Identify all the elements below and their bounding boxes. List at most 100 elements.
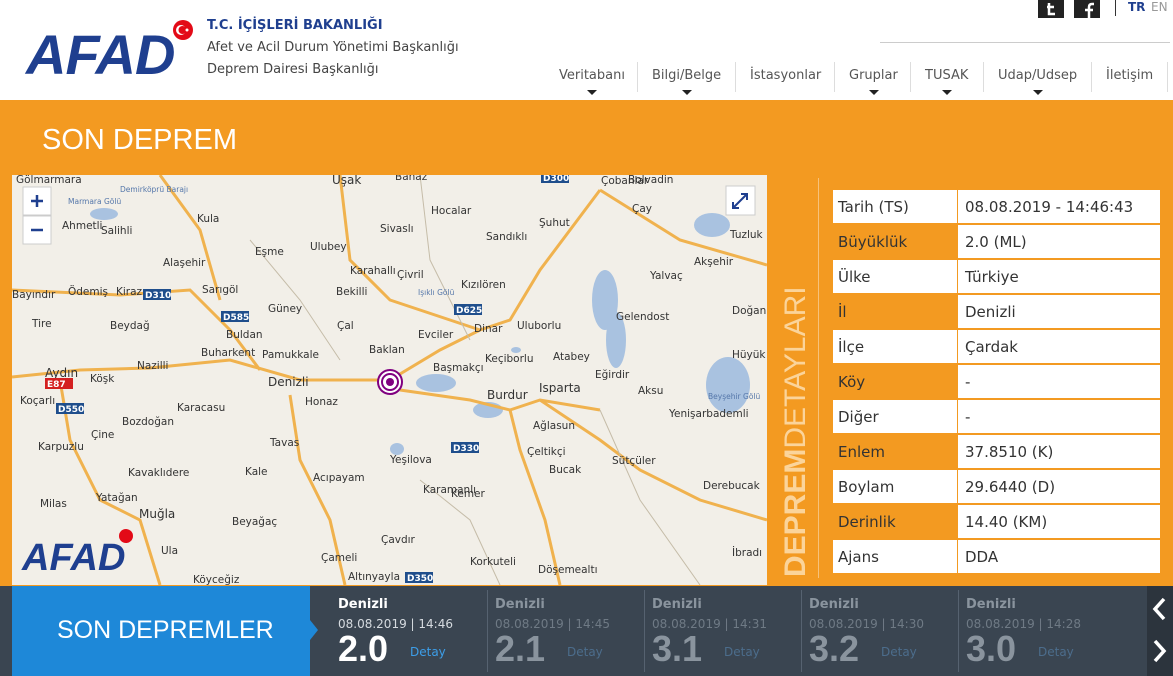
card-place[interactable]: Denizli <box>338 597 388 612</box>
map-label: Muğla <box>139 507 175 521</box>
detail-value: 37.8510 (K) <box>965 443 1053 461</box>
card-separator <box>801 590 802 672</box>
detail-value: - <box>965 373 970 391</box>
map-label: Ula <box>161 545 178 557</box>
detail-value: 2.0 (ML) <box>965 233 1027 251</box>
map-label: Tavas <box>269 437 299 449</box>
agency: Afet ve Acil Durum Yönetimi Başkanlığı <box>207 40 459 55</box>
map-label: Ulubey <box>310 241 347 253</box>
map-label: Evciler <box>418 329 454 341</box>
card-place[interactable]: Denizli <box>652 597 702 612</box>
detail-value: Türkiye <box>965 268 1019 286</box>
map-label: D625 <box>456 306 482 316</box>
lang-en[interactable]: EN <box>1151 0 1168 14</box>
card-place[interactable]: Denizli <box>495 597 545 612</box>
card-magnitude: 3.0 <box>966 628 1016 670</box>
map-label: Çal <box>337 320 354 332</box>
detail-label: İl <box>838 303 847 321</box>
map-label: Hocalar <box>431 205 472 217</box>
recent-title: SON DEPREMLER <box>57 616 274 645</box>
nav-item[interactable]: Veritabanı <box>559 68 625 83</box>
detail-label: Derinlik <box>838 513 896 531</box>
nav-item[interactable]: İletişim <box>1106 68 1153 83</box>
nav-arrow <box>942 90 952 95</box>
card-link[interactable]: Detay <box>567 645 603 659</box>
map-label: Bayındır <box>12 289 56 301</box>
lang-tr[interactable]: TR <box>1128 0 1145 14</box>
nav-arrow <box>587 90 597 95</box>
card-separator <box>487 590 488 672</box>
social-icons <box>1038 0 1104 20</box>
card-link[interactable]: Detay <box>1038 645 1074 659</box>
map-label: Bucak <box>549 464 582 476</box>
map[interactable]: GölmarmaraUşakBanazÇobanlarBolvadinÇayTu… <box>12 175 767 585</box>
flag-badge <box>172 19 194 41</box>
map-label: Aydın <box>45 366 78 380</box>
map-label: Buharkent <box>201 347 255 359</box>
nav-item[interactable]: TUSAK <box>925 68 968 83</box>
map-label: Beydağ <box>110 320 150 332</box>
nav-separator <box>1091 62 1092 92</box>
map-label: Isparta <box>539 381 581 395</box>
nav-separator <box>1167 62 1168 92</box>
detail-label: Ülke <box>838 268 871 286</box>
epicenter <box>378 370 402 394</box>
card-link[interactable]: Detay <box>410 645 446 659</box>
map-label: Bozdoğan <box>122 416 174 428</box>
map-label: Uşak <box>332 175 361 187</box>
card-place[interactable]: Denizli <box>966 597 1016 612</box>
map-label: Köyceğiz <box>193 574 240 585</box>
card-place[interactable]: Denizli <box>809 597 859 612</box>
detail-label: Diğer <box>838 408 879 426</box>
nav-separator <box>910 62 911 92</box>
detail-value-cell <box>958 400 1160 433</box>
pager-arrows[interactable] <box>1150 595 1170 667</box>
card-link[interactable]: Detay <box>724 645 760 659</box>
pointer <box>310 620 320 640</box>
map-label: Honaz <box>305 396 338 408</box>
map-watermark: AFAD <box>21 537 125 579</box>
detail-value: 29.6440 (D) <box>965 478 1055 496</box>
detail-value: 14.40 (KM) <box>965 513 1047 531</box>
map-label: Gelendost <box>616 311 669 323</box>
twitter-icon[interactable] <box>1038 0 1064 18</box>
nav-separator <box>735 62 736 92</box>
details-title-bold: DEPREM <box>779 449 812 577</box>
map-label: Banaz <box>395 175 428 183</box>
map-label: D330 <box>453 444 479 454</box>
map-label: Çay <box>632 203 652 215</box>
nav-item[interactable]: Bilgi/Belge <box>652 68 721 83</box>
map-label: Aksu <box>638 385 663 397</box>
nav-item[interactable]: İstasyonlar <box>750 68 821 83</box>
map-label: Sandıklı <box>486 231 527 243</box>
nav-item[interactable]: Udap/Udsep <box>998 68 1077 83</box>
map-label: Denizli <box>268 375 309 389</box>
detail-value: - <box>965 408 970 426</box>
map-label: Döşemealtı <box>538 564 598 576</box>
detail-label: Boylam <box>838 478 894 496</box>
ministry: T.C. İÇİŞLERİ BAKANLIĞI <box>207 18 383 33</box>
detail-value-cell <box>958 365 1160 398</box>
map-label: Çeltikçi <box>527 446 566 458</box>
map-label: Kula <box>197 213 219 225</box>
map-label: Buldan <box>226 329 263 341</box>
map-label: Karacasu <box>177 402 225 414</box>
map-label: Hüyük <box>732 349 766 361</box>
map-label: Altınyayla <box>348 571 400 583</box>
nav-item[interactable]: Gruplar <box>849 68 898 83</box>
map-label: Kızılören <box>461 279 506 291</box>
map-label: Atabey <box>553 351 590 363</box>
map-label: Pamukkale <box>262 349 319 361</box>
map-label: Marmara Gölü <box>68 197 121 206</box>
map-label: Ödemiş <box>68 285 108 298</box>
card-magnitude: 2.1 <box>495 628 545 670</box>
map-label: Yenişarbademli <box>668 408 749 420</box>
map-label: Koçarlı <box>20 395 55 407</box>
map-label: Karpuzlu <box>38 441 84 453</box>
nav-separator <box>983 62 984 92</box>
map-label: D550 <box>58 405 84 415</box>
map-label: İbradı <box>732 546 762 559</box>
nav-arrow <box>1033 90 1043 95</box>
card-link[interactable]: Detay <box>881 645 917 659</box>
map-label: Beyşehir Gölü <box>708 392 761 401</box>
